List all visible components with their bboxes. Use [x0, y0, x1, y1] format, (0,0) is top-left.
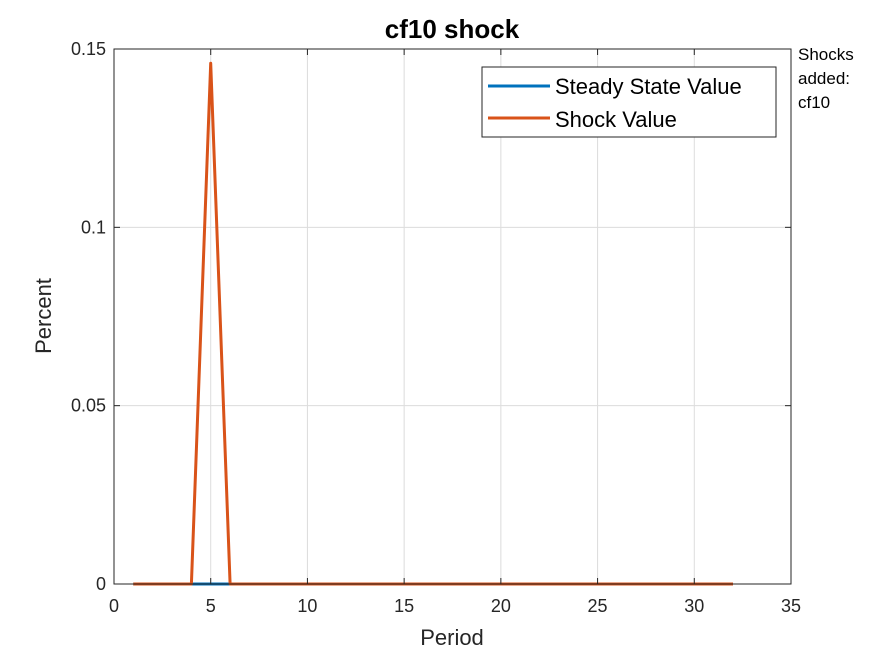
- y-tick-label: 0: [96, 574, 106, 594]
- legend-label-shock: Shock Value: [555, 107, 677, 132]
- x-tick-label: 0: [109, 596, 119, 616]
- annotation-line: Shocks: [798, 45, 854, 64]
- x-axis-label: Period: [420, 625, 484, 650]
- y-axis-label: Percent: [31, 278, 56, 354]
- x-tick-label: 5: [206, 596, 216, 616]
- legend-box: [481, 66, 777, 138]
- x-tick-label: 35: [781, 596, 801, 616]
- plot-frame: [113, 48, 792, 585]
- ticks: 0 5 10 15 20 25 30 35 0 0.05 0.1 0.15: [71, 39, 801, 616]
- x-tick-label: 15: [394, 596, 414, 616]
- y-tick-label: 0.15: [71, 39, 106, 59]
- x-tick-label: 10: [297, 596, 317, 616]
- chart-title: cf10 shock: [385, 14, 520, 44]
- x-tick-label: 30: [684, 596, 704, 616]
- legend: Steady State Value Shock Value: [481, 66, 777, 138]
- x-tick-label: 25: [588, 596, 608, 616]
- shocks-annotation: Shocks added: cf10: [798, 43, 854, 115]
- y-tick-label: 0.05: [71, 396, 106, 416]
- x-tick-label: 20: [491, 596, 511, 616]
- legend-label-steady-state: Steady State Value: [555, 74, 742, 99]
- annotation-line: added:: [798, 69, 850, 88]
- annotation-line: cf10: [798, 93, 831, 112]
- y-tick-label: 0.1: [81, 217, 106, 237]
